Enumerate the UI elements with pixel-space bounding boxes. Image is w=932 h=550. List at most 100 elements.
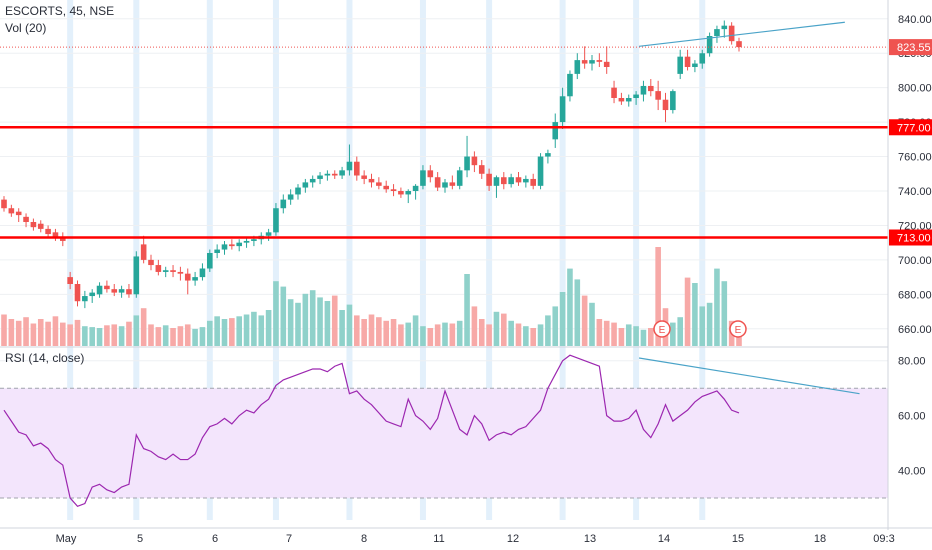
candle-body[interactable]	[89, 292, 95, 297]
candle-body[interactable]	[648, 85, 654, 92]
candle-body[interactable]	[317, 175, 323, 179]
candle-body[interactable]	[273, 208, 279, 233]
candle-body[interactable]	[67, 277, 73, 284]
candle-body[interactable]	[265, 232, 272, 236]
candle-body[interactable]	[640, 85, 647, 95]
candle-body[interactable]	[523, 178, 529, 183]
candle-body[interactable]	[699, 53, 706, 64]
candle-body[interactable]	[581, 60, 588, 64]
candle-body[interactable]	[537, 156, 544, 186]
candle-body[interactable]	[302, 182, 309, 188]
candle-body[interactable]	[331, 173, 338, 176]
candle-body[interactable]	[736, 41, 742, 48]
candle-body[interactable]	[111, 289, 118, 293]
candle-body[interactable]	[177, 271, 184, 274]
candle-body[interactable]	[670, 91, 676, 111]
rsi-line[interactable]	[3, 354, 740, 507]
candle-body[interactable]	[449, 182, 456, 186]
candle-body[interactable]	[412, 185, 419, 191]
candle-body[interactable]	[559, 96, 566, 123]
candle-body[interactable]	[339, 170, 345, 176]
candle-body[interactable]	[30, 222, 37, 228]
candle-body[interactable]	[471, 156, 478, 166]
candle-body[interactable]	[368, 178, 375, 183]
candle-body[interactable]	[589, 60, 595, 64]
candle-body[interactable]	[655, 91, 661, 100]
candle-body[interactable]	[192, 277, 198, 281]
candle-body[interactable]	[199, 268, 206, 278]
candle-body[interactable]	[361, 175, 367, 179]
candle-body[interactable]	[596, 60, 603, 62]
candle-body[interactable]	[427, 170, 434, 178]
candle-body[interactable]	[376, 182, 382, 186]
candle-body[interactable]	[390, 189, 397, 191]
rsi-trendline[interactable]	[638, 357, 860, 395]
candle-body[interactable]	[309, 178, 316, 183]
candle-body[interactable]	[677, 56, 683, 74]
candle-body[interactable]	[574, 60, 581, 74]
candle-body[interactable]	[15, 211, 22, 216]
candle-body[interactable]	[104, 285, 110, 290]
candle-body[interactable]	[133, 256, 140, 295]
candle-body[interactable]	[1, 199, 7, 209]
candle-body[interactable]	[567, 73, 573, 97]
candle-body[interactable]	[82, 296, 88, 302]
candle-body[interactable]	[37, 223, 44, 229]
candle-body[interactable]	[442, 182, 448, 188]
candle-body[interactable]	[346, 161, 353, 171]
candle-body[interactable]	[251, 239, 257, 241]
earnings-marker[interactable]	[729, 320, 747, 338]
candle-body[interactable]	[184, 273, 191, 281]
candle-body[interactable]	[170, 270, 176, 272]
candle-body[interactable]	[493, 177, 500, 186]
candle-body[interactable]	[508, 177, 514, 185]
candle-body[interactable]	[603, 61, 610, 67]
candle-body[interactable]	[229, 244, 235, 247]
candle-body[interactable]	[295, 187, 301, 195]
candle-body[interactable]	[126, 289, 132, 295]
candle-body[interactable]	[207, 253, 213, 269]
candle-body[interactable]	[530, 178, 536, 186]
candle-body[interactable]	[221, 244, 228, 250]
candle-body[interactable]	[60, 237, 66, 241]
candle-body[interactable]	[383, 185, 389, 190]
candle-body[interactable]	[545, 153, 551, 157]
candle-body[interactable]	[501, 177, 507, 185]
candle-body[interactable]	[728, 25, 735, 42]
candle-body[interactable]	[611, 87, 617, 98]
candle-body[interactable]	[45, 228, 51, 235]
candle-body[interactable]	[214, 249, 220, 253]
candle-body[interactable]	[662, 99, 669, 111]
candle-body[interactable]	[434, 177, 441, 188]
candle-body[interactable]	[52, 232, 59, 238]
candle-body[interactable]	[23, 216, 29, 222]
candle-body[interactable]	[486, 173, 492, 186]
candle-body[interactable]	[8, 208, 15, 214]
candle-body[interactable]	[155, 265, 162, 272]
candle-body[interactable]	[714, 29, 720, 36]
candle-body[interactable]	[236, 242, 242, 247]
candle-body[interactable]	[118, 289, 125, 293]
candle-body[interactable]	[625, 98, 632, 102]
candle-body[interactable]	[464, 156, 470, 171]
candle-body[interactable]	[420, 170, 426, 186]
candle-body[interactable]	[140, 244, 147, 260]
candle-body[interactable]	[515, 177, 522, 183]
candle-body[interactable]	[324, 173, 331, 176]
candle-body[interactable]	[478, 165, 485, 174]
candle-body[interactable]	[96, 285, 103, 295]
candle-body[interactable]	[280, 199, 287, 209]
candle-body[interactable]	[684, 56, 691, 67]
candle-body[interactable]	[405, 191, 412, 195]
candle-body[interactable]	[162, 270, 169, 272]
candle-body[interactable]	[692, 63, 698, 67]
candle-body[interactable]	[148, 259, 154, 266]
candle-body[interactable]	[74, 284, 81, 302]
candle-body[interactable]	[721, 25, 728, 30]
candle-body[interactable]	[287, 194, 294, 200]
candle-body[interactable]	[706, 36, 713, 54]
candle-body[interactable]	[456, 170, 463, 186]
candle-body[interactable]	[552, 122, 559, 140]
candle-body[interactable]	[354, 161, 360, 176]
